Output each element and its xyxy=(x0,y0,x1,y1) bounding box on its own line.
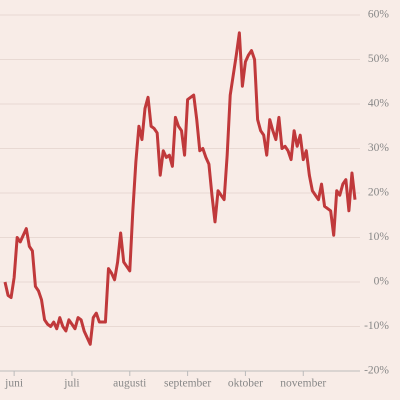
y-tick-label: -20% xyxy=(364,365,389,377)
x-tick-label: augusti xyxy=(113,378,146,390)
x-tick-label: juni xyxy=(4,378,23,390)
x-tick-label: oktober xyxy=(228,378,263,390)
y-tick-label: 20% xyxy=(368,187,390,199)
x-tick-label: september xyxy=(164,378,211,390)
data-line xyxy=(3,31,357,346)
x-tick-label: november xyxy=(280,378,326,390)
y-tick-label: 0% xyxy=(374,276,390,288)
y-tick-label: 60% xyxy=(368,9,390,21)
x-tick-label: juli xyxy=(63,378,79,390)
y-tick-label: 10% xyxy=(368,231,390,243)
y-tick-label: 30% xyxy=(368,142,390,154)
y-tick-label: -10% xyxy=(364,320,389,332)
y-tick-label: 40% xyxy=(368,98,390,110)
y-tick-label: 50% xyxy=(368,53,390,65)
